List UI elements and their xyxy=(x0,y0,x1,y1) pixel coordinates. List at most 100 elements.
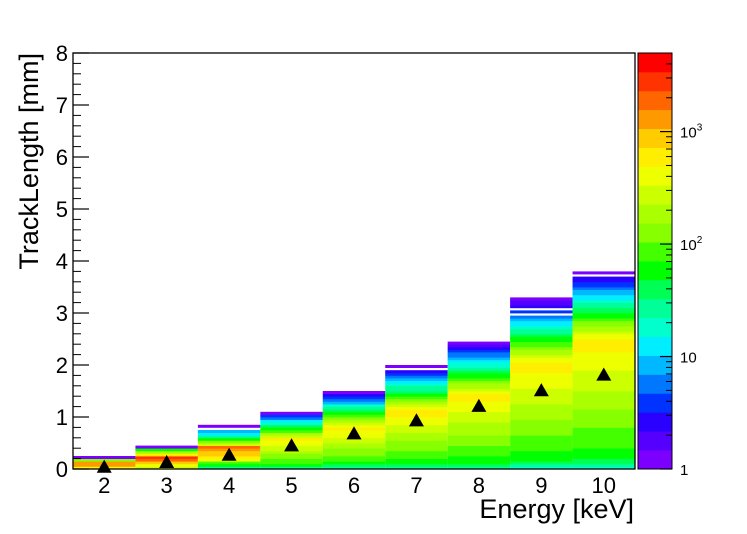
heatmap-cell xyxy=(510,297,573,301)
heatmap-cell xyxy=(572,318,635,322)
heatmap-cell xyxy=(322,443,386,446)
heatmap-cell xyxy=(510,326,573,329)
heatmap-cell xyxy=(510,341,573,345)
heatmap-cell xyxy=(510,328,573,332)
heatmap-cell xyxy=(572,300,635,303)
heatmap-cell xyxy=(447,437,511,441)
heatmap-cell xyxy=(447,440,511,444)
heatmap-cell xyxy=(322,440,386,444)
heatmap-cell xyxy=(510,372,573,376)
heatmap-cell xyxy=(447,456,511,459)
heatmap-cell xyxy=(510,424,573,428)
heatmap-cell xyxy=(510,339,573,342)
heatmap-cell xyxy=(135,450,198,454)
heatmap-cell xyxy=(510,378,573,381)
colorbar-band xyxy=(638,242,672,262)
heatmap-cell xyxy=(322,422,386,426)
heatmap-cell xyxy=(572,424,635,428)
heatmap-cell xyxy=(510,318,573,322)
heatmap-cell xyxy=(385,388,448,392)
heatmap-cell xyxy=(385,380,448,384)
heatmap-cell xyxy=(510,359,573,363)
heatmap-cell xyxy=(385,461,448,465)
heatmap-cell xyxy=(572,339,635,342)
heatmap-cell xyxy=(197,432,261,436)
colorbar-band xyxy=(638,147,672,167)
colorbar-band xyxy=(638,128,672,148)
heatmap-cell xyxy=(572,331,635,335)
colorbar-band xyxy=(638,71,672,92)
x-axis-label: Energy [keV] xyxy=(479,494,634,524)
heatmap-cell xyxy=(572,310,635,314)
heatmap-cell xyxy=(572,287,635,290)
heatmap-cell xyxy=(572,435,635,439)
heatmap-cell xyxy=(572,323,635,327)
heatmap-cell xyxy=(447,461,511,465)
heatmap-cell xyxy=(572,292,635,296)
heatmap-cell xyxy=(572,417,635,420)
heatmap-cell xyxy=(572,401,635,405)
heatmap-cell xyxy=(572,450,635,454)
heatmap-cell xyxy=(447,448,511,452)
heatmap-cell xyxy=(385,453,448,457)
heatmap-cell xyxy=(510,422,573,426)
x-tick-label: 5 xyxy=(285,473,297,498)
heatmap-cell xyxy=(447,344,511,348)
colorbar-band xyxy=(638,298,672,319)
heatmap-cell xyxy=(322,458,386,462)
heatmap-cell xyxy=(447,372,511,376)
heatmap-cell xyxy=(322,450,386,454)
heatmap-cell xyxy=(447,458,511,462)
x-tick-label: 6 xyxy=(348,473,360,498)
heatmap-cell xyxy=(447,396,511,400)
heatmap-cell xyxy=(385,456,448,459)
heatmap-cell xyxy=(385,450,448,454)
heatmap-cell xyxy=(572,443,635,446)
heatmap-cell xyxy=(572,294,635,298)
mean-marker xyxy=(346,426,362,440)
heatmap-cell xyxy=(510,367,573,371)
heatmap-cell xyxy=(385,375,448,379)
heatmap-cell xyxy=(510,352,573,355)
heatmap-cell xyxy=(572,359,635,363)
heatmap-cell xyxy=(510,320,573,324)
heatmap-cell xyxy=(572,352,635,355)
heatmap-cell xyxy=(322,404,386,407)
heatmap-cell xyxy=(510,362,573,366)
colorbar-band xyxy=(638,431,672,451)
heatmap-cell xyxy=(510,411,573,415)
heatmap-cell xyxy=(447,466,511,470)
heatmap-cell xyxy=(385,445,448,449)
x-tick-label: 9 xyxy=(535,473,547,498)
heatmap-cell xyxy=(510,453,573,457)
heatmap-cell xyxy=(510,466,573,470)
heatmap-cell xyxy=(510,456,573,459)
heatmap-cell xyxy=(510,396,573,400)
heatmap-cell xyxy=(385,440,448,444)
heatmap-cell xyxy=(260,432,323,436)
heatmap-cell xyxy=(572,344,635,348)
heatmap-cell xyxy=(385,391,448,394)
heatmap-cell xyxy=(385,435,448,439)
heatmap-cell xyxy=(447,443,511,446)
heatmap-cell xyxy=(385,448,448,452)
x-tick-label: 8 xyxy=(473,473,485,498)
heatmap-cell xyxy=(510,427,573,431)
heatmap-cell xyxy=(510,450,573,454)
colorbar-band xyxy=(638,279,672,300)
heatmap-cell xyxy=(572,404,635,407)
heatmap-cell xyxy=(572,313,635,316)
colorbar-band xyxy=(638,109,672,130)
heatmap-cell xyxy=(260,422,323,426)
colorbar-band xyxy=(638,374,672,394)
x-tick-label: 3 xyxy=(161,473,173,498)
heatmap-cell xyxy=(447,385,511,389)
colorbar-tick-label: 10 xyxy=(680,350,697,367)
heatmap-cell xyxy=(260,411,323,415)
heatmap-cell xyxy=(572,362,635,366)
heatmap-cell xyxy=(260,414,323,418)
heatmap-cell xyxy=(322,453,386,457)
heatmap-cell xyxy=(572,346,635,350)
heatmap-cell xyxy=(572,279,635,283)
